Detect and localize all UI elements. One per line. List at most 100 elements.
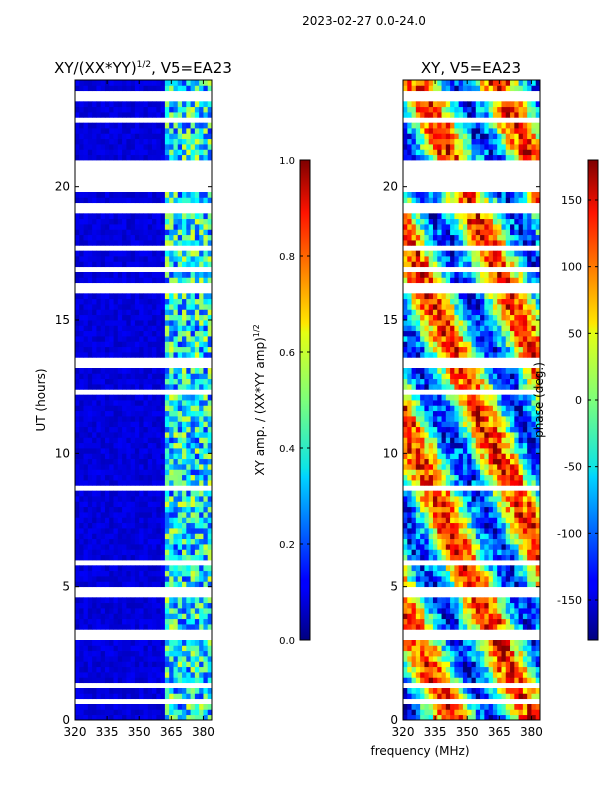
heatmap-cell [415,437,421,444]
heatmap-cell [203,453,209,460]
heatmap-cell [445,528,451,534]
heatmap-cell [424,437,430,444]
heatmap-cell [126,437,132,444]
heatmap-cell [147,474,153,481]
heatmap-cell [182,373,187,380]
heatmap-cell [122,650,127,657]
heatmap-cell [527,368,532,374]
heatmap-cell [505,378,511,385]
heatmap-cell [92,693,97,700]
heatmap-cell [199,384,204,390]
heatmap-cell [488,442,494,449]
heatmap-cell [471,506,477,513]
heatmap-cell [454,378,460,385]
heatmap-cell [96,106,102,113]
heatmap-cell [207,570,212,577]
heatmap-cell [194,544,200,550]
heatmap-cell [177,197,183,204]
heatmap-cell [104,613,110,620]
heatmap-cell [432,624,438,630]
heatmap-cell [467,709,472,716]
heatmap-cell [454,581,460,588]
heatmap-cell [510,597,515,604]
heatmap-cell [126,400,132,406]
heatmap-cell [531,512,537,518]
heatmap-cell [87,106,93,113]
heatmap-cell [403,469,408,476]
heatmap-cell [428,688,434,694]
heatmap-cell [96,512,102,518]
heatmap-cell [173,85,179,92]
heatmap-cell [83,304,89,310]
heatmap-cell [113,352,119,358]
heatmap-cell [514,618,519,625]
heatmap-cell [96,688,102,694]
heatmap-cell [79,368,84,374]
heatmap-cell [96,192,102,198]
heatmap-cell [207,597,212,604]
heatmap-cell [122,293,127,300]
heatmap-cell [497,394,502,401]
heatmap-cell [164,346,170,353]
heatmap-cell [203,80,209,86]
heatmap-cell [190,336,196,342]
heatmap-cell [117,373,123,380]
heatmap-cell [83,704,89,710]
heatmap-cell [514,373,519,380]
heatmap-cell [454,501,460,508]
heatmap-cell [117,464,123,470]
heatmap-cell [156,144,162,150]
heatmap-cell [535,576,540,582]
heatmap-cell [104,464,110,470]
heatmap-cell [100,448,106,454]
heatmap-cell [100,522,106,529]
heatmap-cell [79,496,84,502]
heatmap-cell [100,506,106,513]
heatmap-cell [535,368,540,374]
heatmap-cell [173,709,179,716]
heatmap-cell [113,394,119,401]
heatmap-cell [454,464,460,470]
heatmap-cell [139,250,144,257]
heatmap-cell [100,218,106,225]
heatmap-cell [117,448,123,454]
heatmap-cell [122,304,127,310]
heatmap-cell [113,378,119,385]
heatmap-cell [126,602,132,609]
heatmap-cell [173,661,179,668]
heatmap-cell [441,597,447,604]
heatmap-cell [445,709,451,716]
heatmap-cell [160,602,166,609]
heatmap-cell [454,453,460,460]
heatmap-cell [522,554,528,561]
heatmap-cell [437,677,442,684]
heatmap-cell [190,613,196,620]
heatmap-cell [428,693,434,700]
heatmap-cell [518,661,524,668]
heatmap-cell [100,234,106,241]
heatmap-cell [143,373,149,380]
heatmap-cell [130,192,136,198]
heatmap-cell [173,426,179,433]
heatmap-cell [169,645,174,652]
heatmap-cell [109,192,114,198]
heatmap-cell [87,373,93,380]
heatmap-cell [488,506,494,513]
heatmap-cell [79,426,84,433]
heatmap-cell [152,368,157,374]
heatmap-cell [454,576,460,582]
heatmap-cell [139,309,144,316]
heatmap-cell [109,544,114,550]
heatmap-cell [458,666,464,673]
heatmap-cell [173,442,179,449]
heatmap-cell [186,378,191,385]
heatmap-cell [527,538,532,545]
heatmap-cell [134,293,140,300]
heatmap-cell [420,714,425,720]
heatmap-cell [104,229,110,236]
heatmap-cell [109,640,114,646]
heatmap-cell [122,480,127,486]
heatmap-cell [203,442,209,449]
heatmap-cell [535,410,540,417]
heatmap-cell [454,544,460,550]
